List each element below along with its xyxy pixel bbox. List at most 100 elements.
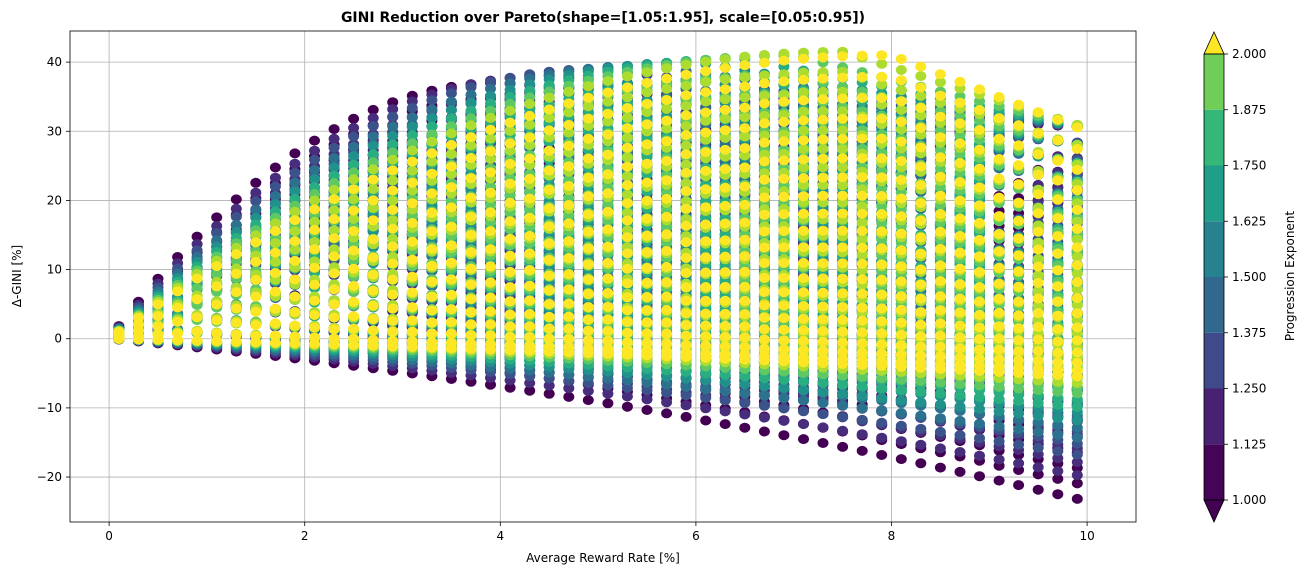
data-point bbox=[837, 441, 849, 452]
data-point bbox=[778, 415, 790, 426]
data-point bbox=[876, 405, 888, 416]
data-point bbox=[582, 386, 594, 396]
data-point bbox=[934, 413, 946, 424]
data-point bbox=[1032, 462, 1044, 473]
data-point bbox=[211, 212, 223, 223]
data-point bbox=[602, 388, 614, 399]
data-point bbox=[602, 373, 614, 384]
data-point bbox=[289, 186, 301, 197]
data-point bbox=[289, 148, 301, 159]
data-point bbox=[974, 433, 985, 444]
data-point bbox=[1071, 432, 1083, 443]
data-point bbox=[289, 158, 301, 169]
data-point bbox=[856, 403, 868, 413]
data-point bbox=[563, 391, 575, 402]
data-point bbox=[817, 409, 829, 420]
data-point bbox=[680, 390, 692, 401]
data-point bbox=[934, 443, 946, 454]
data-point bbox=[504, 91, 516, 102]
data-point bbox=[798, 406, 809, 417]
data-points bbox=[113, 46, 1083, 504]
data-point bbox=[1032, 484, 1044, 495]
data-point bbox=[1052, 453, 1064, 464]
data-point bbox=[954, 401, 966, 412]
data-point bbox=[621, 401, 633, 412]
data-point bbox=[250, 205, 262, 216]
data-point bbox=[485, 83, 496, 94]
data-point bbox=[739, 409, 751, 420]
data-point bbox=[348, 141, 360, 152]
data-point bbox=[993, 475, 1005, 486]
data-point bbox=[406, 121, 418, 132]
data-point bbox=[778, 430, 790, 441]
data-point bbox=[445, 105, 457, 116]
data-point bbox=[250, 177, 262, 188]
data-point bbox=[1071, 449, 1083, 460]
data-point bbox=[895, 395, 907, 406]
data-point bbox=[915, 410, 927, 421]
data-point bbox=[230, 194, 242, 205]
data-point bbox=[680, 411, 692, 422]
data-point bbox=[1071, 470, 1083, 481]
data-point bbox=[719, 395, 731, 406]
data-point bbox=[524, 385, 536, 396]
data-point bbox=[621, 375, 633, 386]
data-point bbox=[739, 388, 751, 399]
data-point bbox=[191, 231, 203, 242]
data-point bbox=[367, 113, 379, 123]
data-point bbox=[837, 425, 849, 436]
data-point bbox=[367, 104, 379, 115]
data-point bbox=[602, 380, 614, 391]
data-point bbox=[426, 104, 438, 115]
data-point bbox=[641, 377, 653, 388]
data-point bbox=[1071, 493, 1083, 504]
data-point bbox=[465, 82, 477, 93]
data-point bbox=[1013, 439, 1025, 450]
data-point bbox=[406, 103, 418, 113]
data-point bbox=[1013, 424, 1025, 435]
data-point bbox=[211, 228, 223, 239]
data-point bbox=[1071, 422, 1083, 433]
data-point bbox=[661, 397, 673, 408]
data-point bbox=[758, 426, 770, 437]
data-point bbox=[817, 387, 829, 397]
data-point bbox=[778, 393, 790, 404]
data-point bbox=[895, 436, 907, 447]
data-point bbox=[230, 203, 242, 214]
data-point bbox=[328, 133, 340, 144]
data-point bbox=[954, 447, 966, 457]
data-point bbox=[504, 84, 516, 95]
data-point bbox=[445, 113, 457, 124]
data-point bbox=[915, 439, 927, 450]
data-point bbox=[387, 121, 399, 132]
data-point bbox=[1032, 426, 1044, 437]
data-point bbox=[328, 124, 340, 135]
data-point bbox=[895, 408, 907, 418]
data-point bbox=[700, 368, 712, 379]
data-point bbox=[621, 391, 633, 402]
data-point bbox=[817, 438, 829, 448]
data-point bbox=[934, 462, 946, 473]
data-point bbox=[309, 182, 320, 192]
data-point bbox=[837, 400, 849, 411]
data-point bbox=[309, 135, 320, 146]
data-point bbox=[289, 177, 301, 188]
data-point bbox=[269, 181, 281, 192]
data-point bbox=[387, 104, 399, 115]
data-point bbox=[974, 471, 985, 482]
data-point bbox=[876, 450, 888, 460]
data-point bbox=[445, 96, 457, 107]
data-point bbox=[719, 386, 731, 397]
data-point bbox=[387, 111, 399, 122]
data-point bbox=[993, 421, 1005, 432]
data-point bbox=[876, 417, 888, 428]
data-point bbox=[934, 399, 946, 410]
data-point bbox=[993, 454, 1005, 465]
data-point bbox=[1032, 469, 1044, 480]
data-point bbox=[543, 388, 555, 399]
data-point bbox=[974, 418, 985, 429]
data-point bbox=[1052, 446, 1064, 457]
data-point bbox=[700, 375, 712, 386]
data-point bbox=[309, 174, 320, 184]
